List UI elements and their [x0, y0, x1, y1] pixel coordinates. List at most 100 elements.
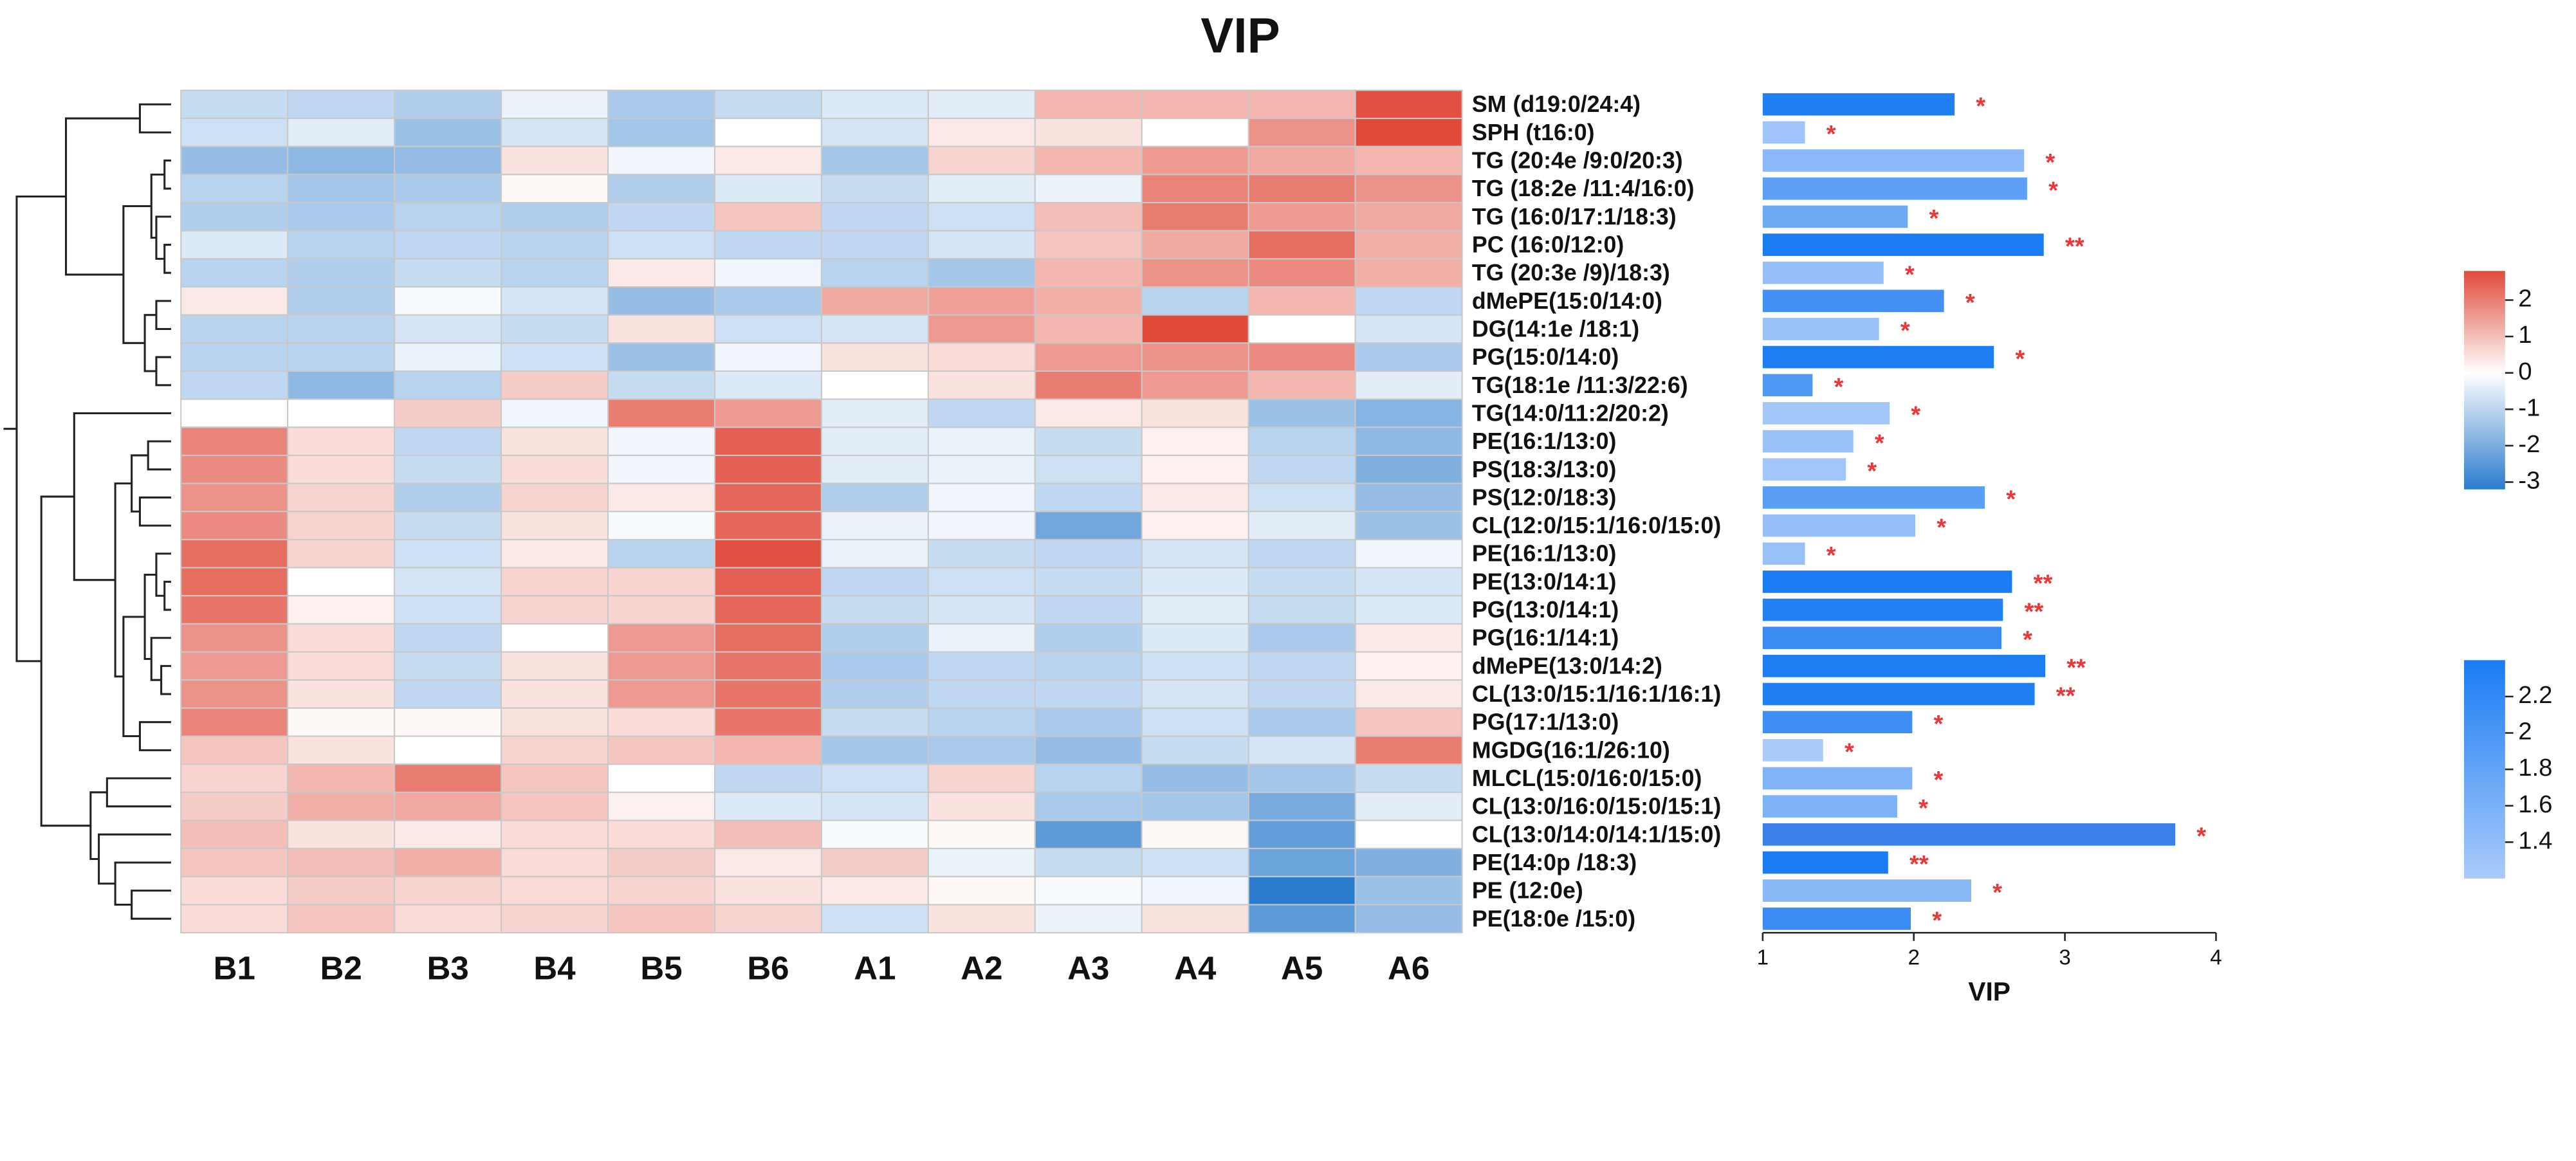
heat-cell	[1354, 538, 1463, 569]
heat-cell	[1354, 342, 1463, 372]
heat-cell	[1034, 819, 1143, 850]
heat-cell	[394, 623, 502, 653]
column-label: B1	[214, 949, 255, 986]
heat-cell	[394, 848, 502, 877]
heat-cell	[394, 174, 502, 204]
heat-cell	[287, 623, 396, 653]
heat-cell	[1247, 398, 1356, 428]
heat-cell	[607, 370, 716, 400]
heat-cell	[713, 314, 822, 344]
heat-cell	[394, 511, 502, 540]
bar	[1762, 851, 1888, 874]
heat-cell	[1034, 482, 1143, 513]
significance-label: *	[1905, 261, 1915, 288]
bar	[1762, 205, 1908, 228]
x-tick-label: 2	[1908, 946, 1919, 970]
heat-cell	[713, 735, 822, 765]
heat-cell	[287, 735, 396, 765]
heat-cell	[1034, 875, 1143, 906]
significance-label: *	[2023, 626, 2032, 654]
heat-cell	[820, 735, 929, 765]
heat-cell	[1141, 258, 1249, 288]
heat-cell	[1247, 707, 1356, 737]
heat-cell	[1247, 679, 1356, 709]
heat-cell	[287, 707, 396, 737]
heat-cell	[501, 819, 609, 850]
bar	[1762, 655, 2046, 677]
heat-cell	[1354, 623, 1463, 653]
heat-cell	[1354, 426, 1463, 456]
heat-cell	[927, 735, 1036, 765]
heat-cell	[713, 342, 822, 372]
row-label: DG(14:1e /18:1)	[1472, 316, 1639, 342]
heat-cell	[180, 342, 289, 372]
heat-cell	[180, 89, 289, 120]
significance-label: **	[2065, 233, 2084, 261]
heat-cell	[394, 538, 502, 569]
heat-cell	[1034, 735, 1143, 765]
heat-cell	[820, 848, 929, 877]
heat-cell	[1354, 174, 1463, 204]
heat-cell	[501, 342, 609, 372]
heat-cell	[1247, 370, 1356, 400]
heat-cell	[1354, 258, 1463, 288]
significance-label: **	[2066, 654, 2086, 682]
heat-cell	[927, 623, 1036, 653]
heat-cell	[713, 848, 822, 877]
heat-cell	[1354, 791, 1463, 821]
heat-cell	[287, 791, 396, 821]
heat-cell	[1141, 426, 1249, 456]
heat-cell	[501, 791, 609, 821]
heat-cell	[180, 567, 289, 597]
heat-cell	[1354, 595, 1463, 625]
heat-cell	[820, 595, 929, 625]
column-label: B6	[747, 949, 789, 986]
heat-cell	[1247, 735, 1356, 765]
heat-cell	[820, 370, 929, 400]
heat-cell	[1034, 763, 1143, 793]
heat-cell	[607, 454, 716, 484]
row-label: SM (d19:0/24:4)	[1472, 91, 1641, 117]
bar	[1762, 486, 1985, 509]
heat-cell	[501, 398, 609, 428]
heat-cell	[927, 230, 1036, 260]
heat-cell	[927, 511, 1036, 540]
heat-cell	[180, 735, 289, 765]
heat-cell	[820, 145, 929, 176]
colorbar-tick-label: -1	[2518, 394, 2540, 421]
heat-cell	[1034, 567, 1143, 597]
heat-cell	[180, 819, 289, 850]
heat-cell	[1141, 623, 1249, 653]
heat-cell	[713, 482, 822, 513]
heat-cell	[394, 819, 502, 850]
heat-cell	[927, 791, 1036, 821]
heat-cell	[607, 482, 716, 513]
heat-cell	[820, 454, 929, 484]
heat-cell	[394, 145, 502, 176]
heat-cell	[1141, 595, 1249, 625]
heat-cell	[1141, 848, 1249, 877]
heat-cell	[1247, 230, 1356, 260]
heat-cell	[713, 567, 822, 597]
heat-cell	[1247, 314, 1356, 344]
heat-cell	[1034, 538, 1143, 569]
column-label: B3	[427, 949, 468, 986]
heat-cell	[1247, 848, 1356, 877]
row-label: MLCL(15:0/16:0/15:0)	[1472, 765, 1702, 791]
heat-cell	[501, 567, 609, 597]
heat-cell	[820, 398, 929, 428]
colorbar	[2463, 660, 2505, 879]
heat-cell	[1354, 118, 1463, 147]
heat-cell	[180, 791, 289, 821]
bar	[1762, 261, 1884, 284]
significance-label: *	[2045, 149, 2055, 176]
column-label: A2	[961, 949, 1002, 986]
heat-cell	[394, 595, 502, 625]
heat-cell	[1354, 651, 1463, 681]
bar	[1762, 907, 1911, 930]
heat-cell	[1247, 342, 1356, 372]
row-label: PE(18:0e /15:0)	[1472, 906, 1635, 931]
heat-cell	[713, 819, 822, 850]
heat-cell	[287, 819, 396, 850]
heat-cell	[180, 145, 289, 176]
